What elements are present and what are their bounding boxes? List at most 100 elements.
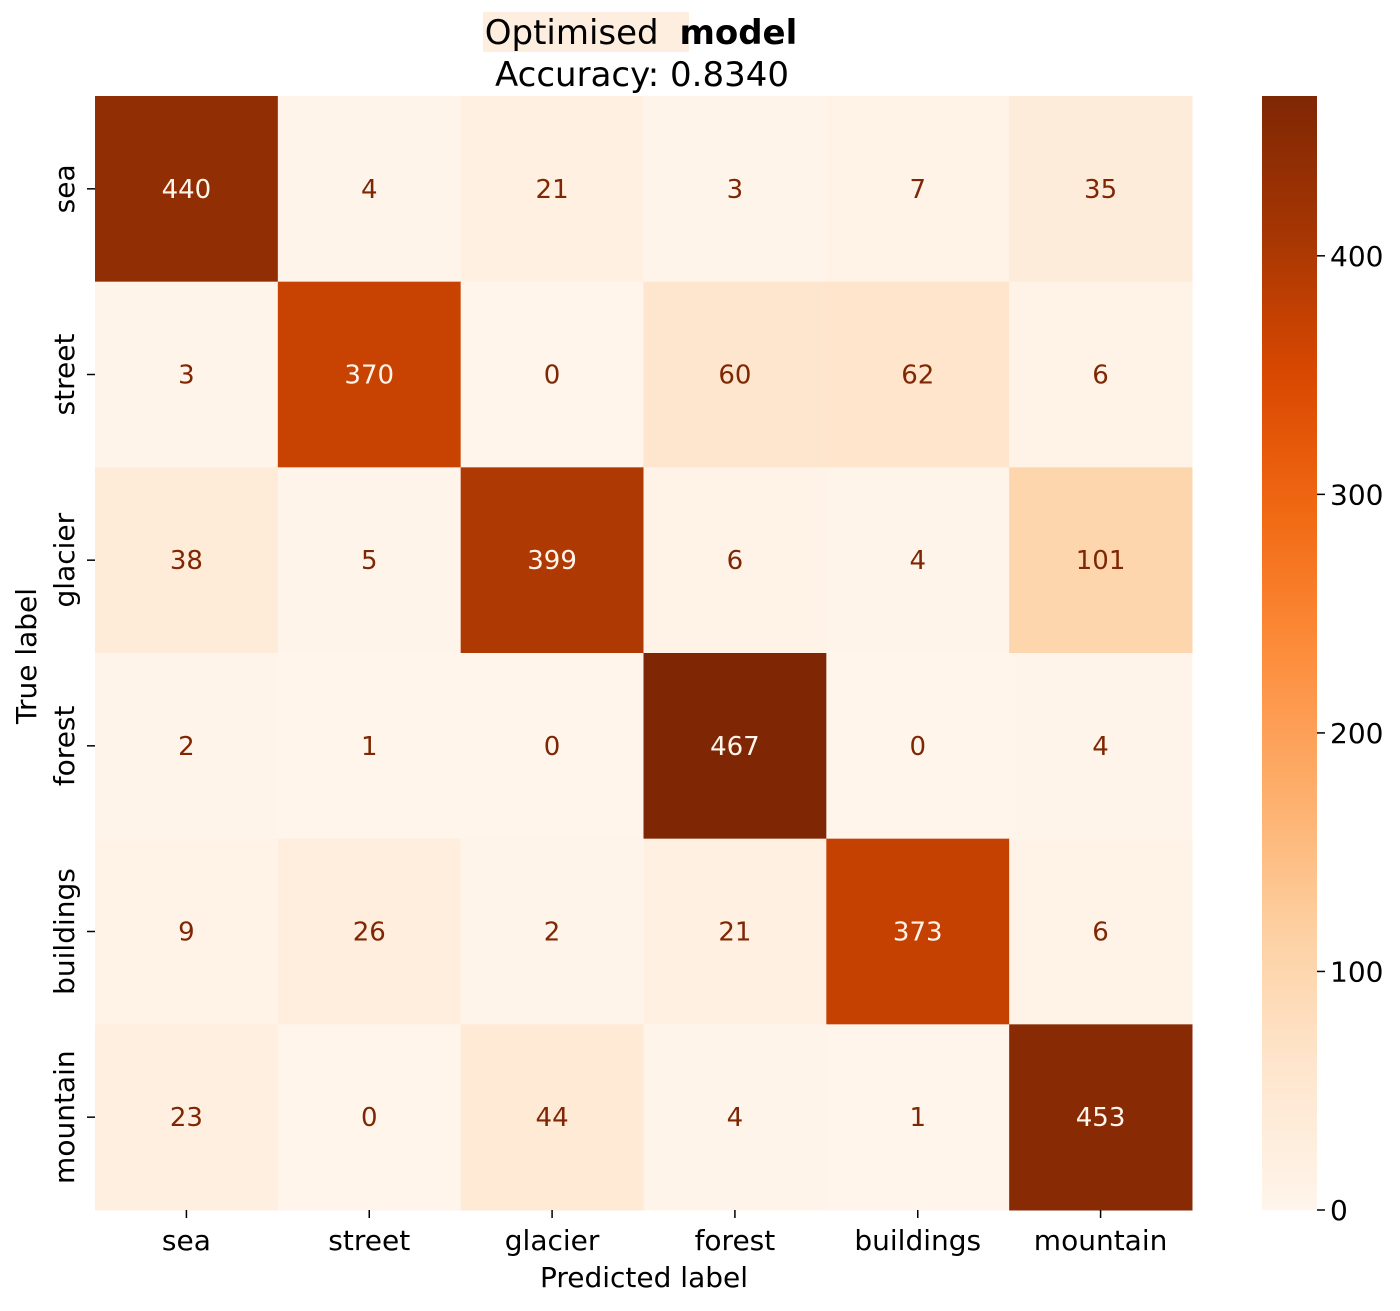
cell-value-label: 0	[361, 1103, 378, 1133]
cell-value-label: 38	[170, 546, 203, 576]
heatmap-cell	[460, 1024, 644, 1211]
cell-value-label: 1	[909, 1103, 926, 1133]
x-tick-label: sea	[162, 1224, 211, 1257]
colorbar-tick-label: 200	[1330, 717, 1383, 750]
cell-value-label: 5	[361, 546, 378, 576]
heatmap-cell	[277, 653, 462, 840]
heatmap-cell	[1009, 96, 1193, 283]
title-highlighted-word: Optimised	[485, 13, 659, 53]
heatmap-cell	[460, 467, 644, 654]
y-tick-label: mountain	[48, 1050, 81, 1184]
heatmap-cell	[826, 96, 1010, 283]
cell-value-label: 453	[1076, 1103, 1126, 1133]
heatmap-cell	[95, 653, 279, 840]
colorbar-ticks: 0 100 200 300 400	[1317, 240, 1383, 1227]
cell-value-label: 101	[1076, 546, 1126, 576]
heatmap-cell	[643, 96, 827, 283]
colorbar-tick-label: 300	[1330, 478, 1383, 511]
heatmap-cell	[826, 838, 1010, 1025]
heatmap-cell	[1009, 653, 1193, 840]
cell-value-label: 3	[178, 361, 195, 391]
cell-value-label: 0	[909, 732, 926, 762]
heatmap-cell	[1009, 281, 1193, 468]
cell-value-label: 23	[170, 1103, 203, 1133]
y-tick-label: buildings	[48, 868, 81, 995]
cell-value-label: 26	[353, 918, 386, 948]
cell-value-label: 2	[178, 732, 195, 762]
x-tick-label: glacier	[505, 1224, 600, 1257]
cell-value-label: 370	[344, 361, 394, 391]
cell-value-label: 6	[1092, 918, 1109, 948]
heatmap-cell	[95, 281, 279, 468]
heatmap-cell	[1009, 1024, 1193, 1211]
title-highlight-box	[483, 12, 689, 52]
cell-value-label: 60	[718, 361, 751, 391]
heatmap-cell	[460, 838, 644, 1025]
y-tick-label: street	[48, 334, 81, 416]
heatmap-cell	[277, 467, 462, 654]
heatmap-cell	[1009, 467, 1193, 654]
cell-value-label: 6	[727, 546, 744, 576]
cell-value-label: 4	[361, 175, 378, 205]
heatmap-cell	[643, 653, 827, 840]
cell-value-label: 35	[1084, 175, 1117, 205]
cell-value-label: 467	[710, 732, 760, 762]
x-axis-ticks: sea street glacier forest buildings mountain	[162, 1210, 1167, 1257]
heatmap-cell	[643, 1024, 827, 1211]
cell-value-label: 0	[544, 732, 561, 762]
y-tick-label: sea	[48, 164, 81, 213]
cell-value-label: 3	[727, 175, 744, 205]
cell-value-label: 62	[901, 361, 934, 391]
y-axis-label: True label	[10, 588, 43, 725]
colorbar-tick-label: 400	[1330, 240, 1383, 273]
heatmap-cell	[95, 96, 279, 283]
cell-value-label: 0	[544, 361, 561, 391]
heatmap-cell	[460, 653, 644, 840]
y-tick-label: glacier	[48, 512, 81, 607]
cell-value-label: 4	[727, 1103, 744, 1133]
colorbar	[1262, 96, 1317, 1210]
x-tick-label: street	[328, 1224, 410, 1257]
heatmap-cells	[95, 96, 1193, 1211]
x-tick-label: forest	[695, 1224, 776, 1257]
cell-value-label: 21	[536, 175, 569, 205]
cell-value-label: 1	[361, 732, 378, 762]
cell-value-label: 440	[162, 175, 212, 205]
heatmap-cell	[643, 281, 827, 468]
heatmap-cell	[826, 281, 1010, 468]
cell-value-label: 7	[909, 175, 926, 205]
y-axis-ticks: sea street glacier forest buildings mountain	[48, 164, 95, 1184]
colorbar-tick-label: 100	[1330, 955, 1383, 988]
chart-title: Optimised model	[485, 13, 798, 53]
x-tick-label: mountain	[1034, 1224, 1168, 1257]
cell-value-label: 9	[178, 918, 195, 948]
heatmap-cell	[277, 838, 462, 1025]
heatmap-cell	[826, 1024, 1010, 1211]
chart-subtitle: Accuracy: 0.8340	[495, 55, 789, 95]
heatmap-cell	[826, 467, 1010, 654]
heatmap-cell	[95, 838, 279, 1025]
cell-value-label: 4	[909, 546, 926, 576]
x-tick-label: buildings	[854, 1224, 981, 1257]
y-tick-label: forest	[48, 705, 81, 786]
heatmap-cell	[643, 467, 827, 654]
cell-value-label: 6	[1092, 361, 1109, 391]
heatmap-cell	[460, 281, 644, 468]
heatmap-cell	[277, 96, 462, 283]
title-rest: model	[679, 13, 797, 53]
heatmap-cell	[460, 96, 644, 283]
heatmap-cell	[1009, 838, 1193, 1025]
heatmap-cell	[277, 281, 462, 468]
colorbar-tick-label: 0	[1330, 1194, 1348, 1227]
heatmap-cell	[95, 1024, 279, 1211]
heatmap-cell	[277, 1024, 462, 1211]
cell-value-label: 44	[536, 1103, 569, 1133]
heatmap-cell	[826, 653, 1010, 840]
heatmap-cell	[95, 467, 279, 654]
cell-value-label: 373	[893, 918, 943, 948]
cell-value-label: 2	[544, 918, 561, 948]
cell-value-label: 399	[527, 546, 577, 576]
